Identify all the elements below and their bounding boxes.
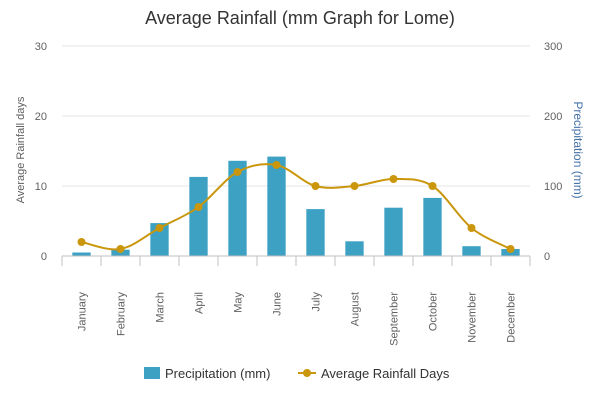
rainfall-days-point [116, 245, 125, 253]
right-axis-tick-label: 200 [544, 111, 562, 123]
x-axis-tick-label: July [311, 292, 323, 312]
precipitation-bar [306, 209, 325, 256]
rainfall-days-point [506, 245, 515, 253]
precipitation-bar [267, 156, 286, 256]
precipitation-bar [462, 246, 481, 256]
left-axis-tick-label: 20 [35, 111, 47, 123]
rainfall-days-point [77, 238, 86, 246]
right-axis-tick-label: 0 [544, 251, 550, 263]
x-axis-tick-label: January [77, 292, 89, 332]
x-axis-tick-label: June [272, 292, 284, 316]
left-axis-tick-label: 30 [35, 41, 47, 53]
x-axis-tick-label: August [350, 292, 362, 326]
rainfall-days-point [389, 175, 398, 183]
left-axis-tick-label: 0 [41, 251, 47, 263]
x-axis-tick-label: March [155, 292, 167, 323]
x-axis-tick-label: September [389, 292, 401, 346]
right-axis-tick-label: 100 [544, 181, 562, 193]
rainfall-days-point [350, 182, 359, 190]
rainfall-days-point [272, 161, 281, 169]
x-axis-tick-label: February [116, 292, 128, 337]
rainfall-days-point [467, 224, 476, 232]
precipitation-bar [384, 207, 403, 256]
precipitation-bar [189, 176, 208, 256]
legend-swatch-precipitation [144, 367, 160, 379]
x-axis-tick-label: October [428, 292, 440, 331]
rainfall-days-line [81, 163, 511, 251]
left-axis-title: Average Rainfall days [15, 96, 27, 203]
legend-label-precipitation: Precipitation (mm) [165, 366, 270, 381]
x-axis-tick-label: April [194, 292, 206, 314]
x-axis-tick-label: November [467, 292, 479, 343]
rainfall-days-point [311, 182, 320, 190]
right-axis-tick-label: 300 [544, 41, 562, 53]
precipitation-bar [72, 252, 91, 256]
right-axis-title: Precipitation (mm) [571, 101, 585, 198]
legend-label-rainfall-days: Average Rainfall Days [321, 366, 450, 381]
x-axis-tick-label: May [233, 292, 245, 313]
chart-title: Average Rainfall (mm Graph for Lome) [145, 8, 455, 28]
rainfall-days-point [233, 168, 242, 176]
rainfall-days-point [194, 203, 203, 211]
rainfall-days-point [428, 182, 437, 190]
precipitation-bar [228, 160, 247, 256]
left-axis-tick-label: 10 [35, 181, 47, 193]
legend-marker-rainfall-days [303, 369, 311, 377]
x-axis-tick-label: December [506, 292, 518, 343]
legend: Precipitation (mm) Average Rainfall Days [144, 366, 450, 381]
rainfall-days-point [155, 224, 164, 232]
precipitation-bar [423, 197, 442, 256]
precipitation-bar [345, 241, 364, 256]
